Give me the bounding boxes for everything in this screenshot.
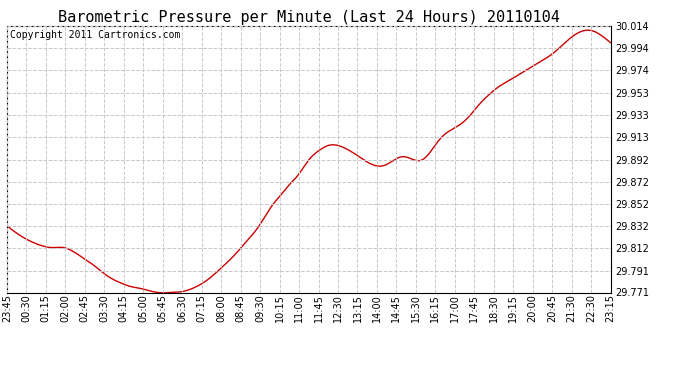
Text: Copyright 2011 Cartronics.com: Copyright 2011 Cartronics.com [10, 30, 180, 40]
Title: Barometric Pressure per Minute (Last 24 Hours) 20110104: Barometric Pressure per Minute (Last 24 … [58, 10, 560, 25]
